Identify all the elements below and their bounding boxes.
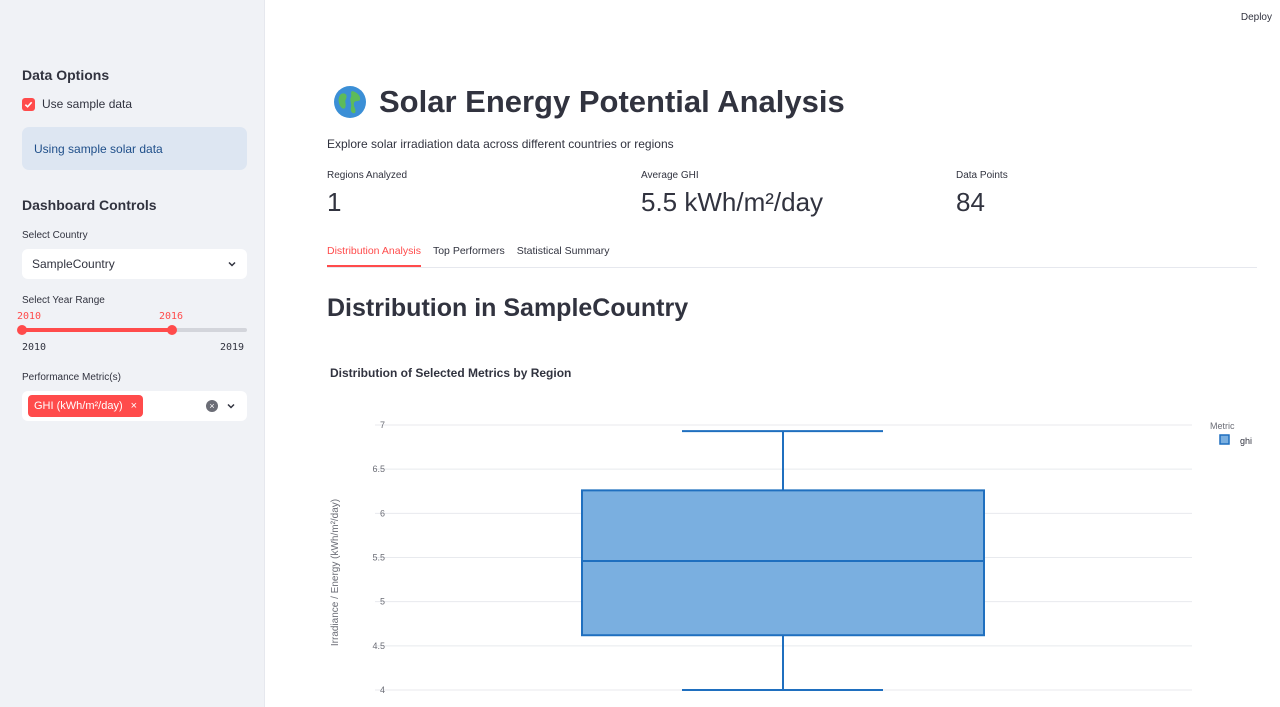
y-tick-label: 6.5 xyxy=(372,464,385,474)
chevron-down-icon[interactable] xyxy=(226,401,236,411)
info-alert: Using sample solar data xyxy=(22,127,247,170)
globe-icon xyxy=(334,86,366,118)
tab-top-performers[interactable]: Top Performers xyxy=(432,245,505,257)
deploy-button[interactable]: Deploy xyxy=(1240,12,1272,23)
metric-tag[interactable]: GHI (kWh/m²/day) × xyxy=(28,395,144,417)
metric-regions: Regions Analyzed 1 xyxy=(327,170,407,218)
metric-label: Average GHI xyxy=(641,170,699,181)
metric-data-points: Data Points 84 xyxy=(956,170,1008,218)
metric-value: 84 xyxy=(956,187,985,217)
page-title-row: Solar Energy Potential Analysis xyxy=(333,84,845,120)
slider-start-handle[interactable] xyxy=(17,325,27,335)
page-subtitle: Explore solar irradiation data across di… xyxy=(327,137,674,151)
slider-min-label: 2010 xyxy=(22,342,47,353)
metric-tag-label: GHI (kWh/m²/day) xyxy=(34,400,123,412)
metric-multiselect[interactable]: GHI (kWh/m²/day) × × xyxy=(22,391,247,421)
tab-distribution-analysis[interactable]: Distribution Analysis xyxy=(327,245,421,267)
y-tick-label: 6 xyxy=(380,508,385,518)
tab-bar: Distribution Analysis Top Performers Sta… xyxy=(327,245,1257,268)
metric-label: Regions Analyzed xyxy=(327,170,408,181)
slider-max-label: 2019 xyxy=(220,342,245,353)
metric-value: 5.5 kWh/m²/day xyxy=(641,187,824,217)
y-tick-label: 5.5 xyxy=(372,553,385,563)
clear-icon[interactable]: × xyxy=(206,400,218,412)
iqr-box xyxy=(581,489,985,637)
checkbox-checked-icon[interactable] xyxy=(22,97,35,111)
y-axis-label: Irradiance / Energy (kWh/m²/day) xyxy=(330,499,341,646)
legend-title: Metric xyxy=(1210,421,1235,431)
y-tick-label: 5 xyxy=(380,597,385,607)
tag-close-icon[interactable]: × xyxy=(130,400,138,412)
tab-statistical-summary[interactable]: Statistical Summary xyxy=(516,245,610,257)
dashboard-controls-title: Dashboard Controls xyxy=(22,197,157,213)
use-sample-checkbox[interactable]: Use sample data xyxy=(22,97,132,111)
country-label: Select Country xyxy=(22,230,88,241)
slider-fill xyxy=(22,328,172,332)
legend-swatch xyxy=(1219,434,1230,445)
legend-label: ghi xyxy=(1240,436,1252,446)
section-heading: Distribution in SampleCountry xyxy=(327,294,689,322)
metric-value: 1 xyxy=(327,187,342,217)
y-tick-label: 7 xyxy=(380,420,385,430)
page-title: Solar Energy Potential Analysis xyxy=(379,84,845,119)
chevron-down-icon xyxy=(228,261,236,267)
year-range-label: Select Year Range xyxy=(22,295,105,306)
country-value: SampleCountry xyxy=(32,257,115,271)
sidebar: Data Options Use sample data Using sampl… xyxy=(0,0,265,707)
y-tick-label: 4.5 xyxy=(372,641,385,651)
metric-label: Data Points xyxy=(956,170,1008,181)
chart-title: Distribution of Selected Metrics by Regi… xyxy=(330,366,572,380)
use-sample-label: Use sample data xyxy=(42,97,133,111)
slider-end-handle[interactable] xyxy=(167,325,177,335)
metric-label: Performance Metric(s) xyxy=(22,372,121,383)
slider-start-value: 2010 xyxy=(17,311,42,322)
box-plot-chart[interactable]: 4 4.5 5 5.5 6 6.5 7 Irradiance / Energy (kWh/m²… xyxy=(320,400,1280,707)
slider-end-value: 2016 xyxy=(159,311,184,322)
country-select[interactable]: SampleCountry xyxy=(22,249,247,279)
year-range-slider[interactable] xyxy=(17,325,247,335)
metric-avg-ghi: Average GHI 5.5 kWh/m²/day xyxy=(641,170,823,218)
data-options-title: Data Options xyxy=(22,67,110,83)
y-tick-label: 4 xyxy=(380,685,385,695)
